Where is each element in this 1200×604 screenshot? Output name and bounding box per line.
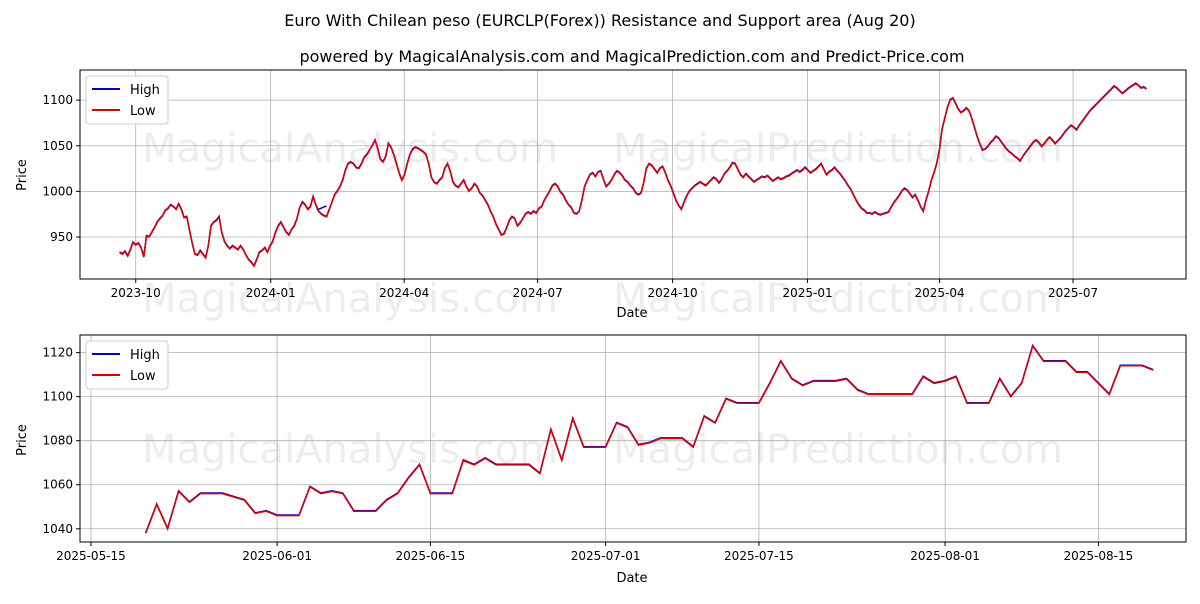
bottom-x-tick-label: 2025-06-15	[396, 549, 466, 563]
bottom-y-tick-label: 1100	[42, 390, 73, 404]
top-y-tick-label: 1050	[42, 139, 73, 153]
top-x-tick-label: 2025-07	[1048, 286, 1098, 300]
bottom-legend-high-label: High	[130, 348, 160, 363]
watermark-analysis-2: MagicalAnalysis.com	[142, 276, 558, 322]
bottom-x-tick-label: 2025-06-01	[242, 549, 312, 563]
bottom-legend: High Low	[85, 340, 169, 390]
top-x-tick-label: 2023-10	[111, 286, 161, 300]
watermark-prediction-1: MagicalPrediction.com	[613, 126, 1063, 172]
bottom-y-tick-label: 1040	[42, 522, 73, 536]
top-y-axis-label: Price	[15, 159, 30, 191]
top-x-tick-label: 2025-01	[782, 286, 832, 300]
bottom-y-tick-label: 1080	[42, 434, 73, 448]
top-x-tick-label: 2024-04	[379, 286, 429, 300]
bottom-y-axis-label: Price	[15, 424, 30, 456]
bottom-plot-frame	[79, 334, 1187, 543]
top-x-axis-label: Date	[616, 306, 647, 321]
bottom-x-tick-label: 2025-07-15	[724, 549, 794, 563]
top-legend-low-label: Low	[130, 104, 156, 119]
top-legend: High Low	[85, 75, 169, 125]
top-x-tick-label: 2024-10	[648, 286, 698, 300]
top-plot-frame	[79, 69, 1187, 280]
bottom-x-tick-label: 2025-08-01	[910, 549, 980, 563]
chart-subtitle: powered by MagicalAnalysis.com and Magic…	[299, 47, 964, 66]
watermark-prediction-2: MagicalPrediction.com	[613, 276, 1063, 322]
watermark-analysis-3: MagicalAnalysis.com	[142, 427, 558, 473]
watermark-prediction-3: MagicalPrediction.com	[613, 427, 1063, 473]
top-y-tick-label: 1100	[42, 93, 73, 107]
top-x-tick-label: 2024-07	[513, 286, 563, 300]
top-x-tick-label: 2025-04	[915, 286, 965, 300]
chart-title: Euro With Chilean peso (EURCLP(Forex)) R…	[284, 11, 915, 30]
top-low-series-line	[119, 82, 1147, 268]
bottom-x-tick-label: 2025-07-01	[571, 549, 641, 563]
top-high-visible-segment	[317, 205, 327, 211]
top-y-tick-label: 950	[50, 230, 73, 244]
bottom-y-tick-label: 1120	[42, 346, 73, 360]
watermark-analysis-1: MagicalAnalysis.com	[142, 126, 558, 172]
top-legend-high-label: High	[130, 83, 160, 98]
top-panel: MagicalAnalysis.com MagicalPrediction.co…	[15, 69, 1187, 322]
bottom-x-axis-label: Date	[616, 571, 647, 586]
bottom-panel: MagicalAnalysis.com MagicalPrediction.co…	[15, 334, 1187, 586]
bottom-y-tick-label: 1060	[42, 478, 73, 492]
bottom-x-tick-label: 2025-08-15	[1064, 549, 1134, 563]
bottom-x-tick-label: 2025-05-15	[56, 549, 126, 563]
bottom-legend-low-label: Low	[130, 369, 156, 384]
bottom-low-series-line	[144, 344, 1154, 534]
top-y-tick-label: 1000	[42, 184, 73, 198]
top-x-tick-label: 2024-01	[246, 286, 296, 300]
